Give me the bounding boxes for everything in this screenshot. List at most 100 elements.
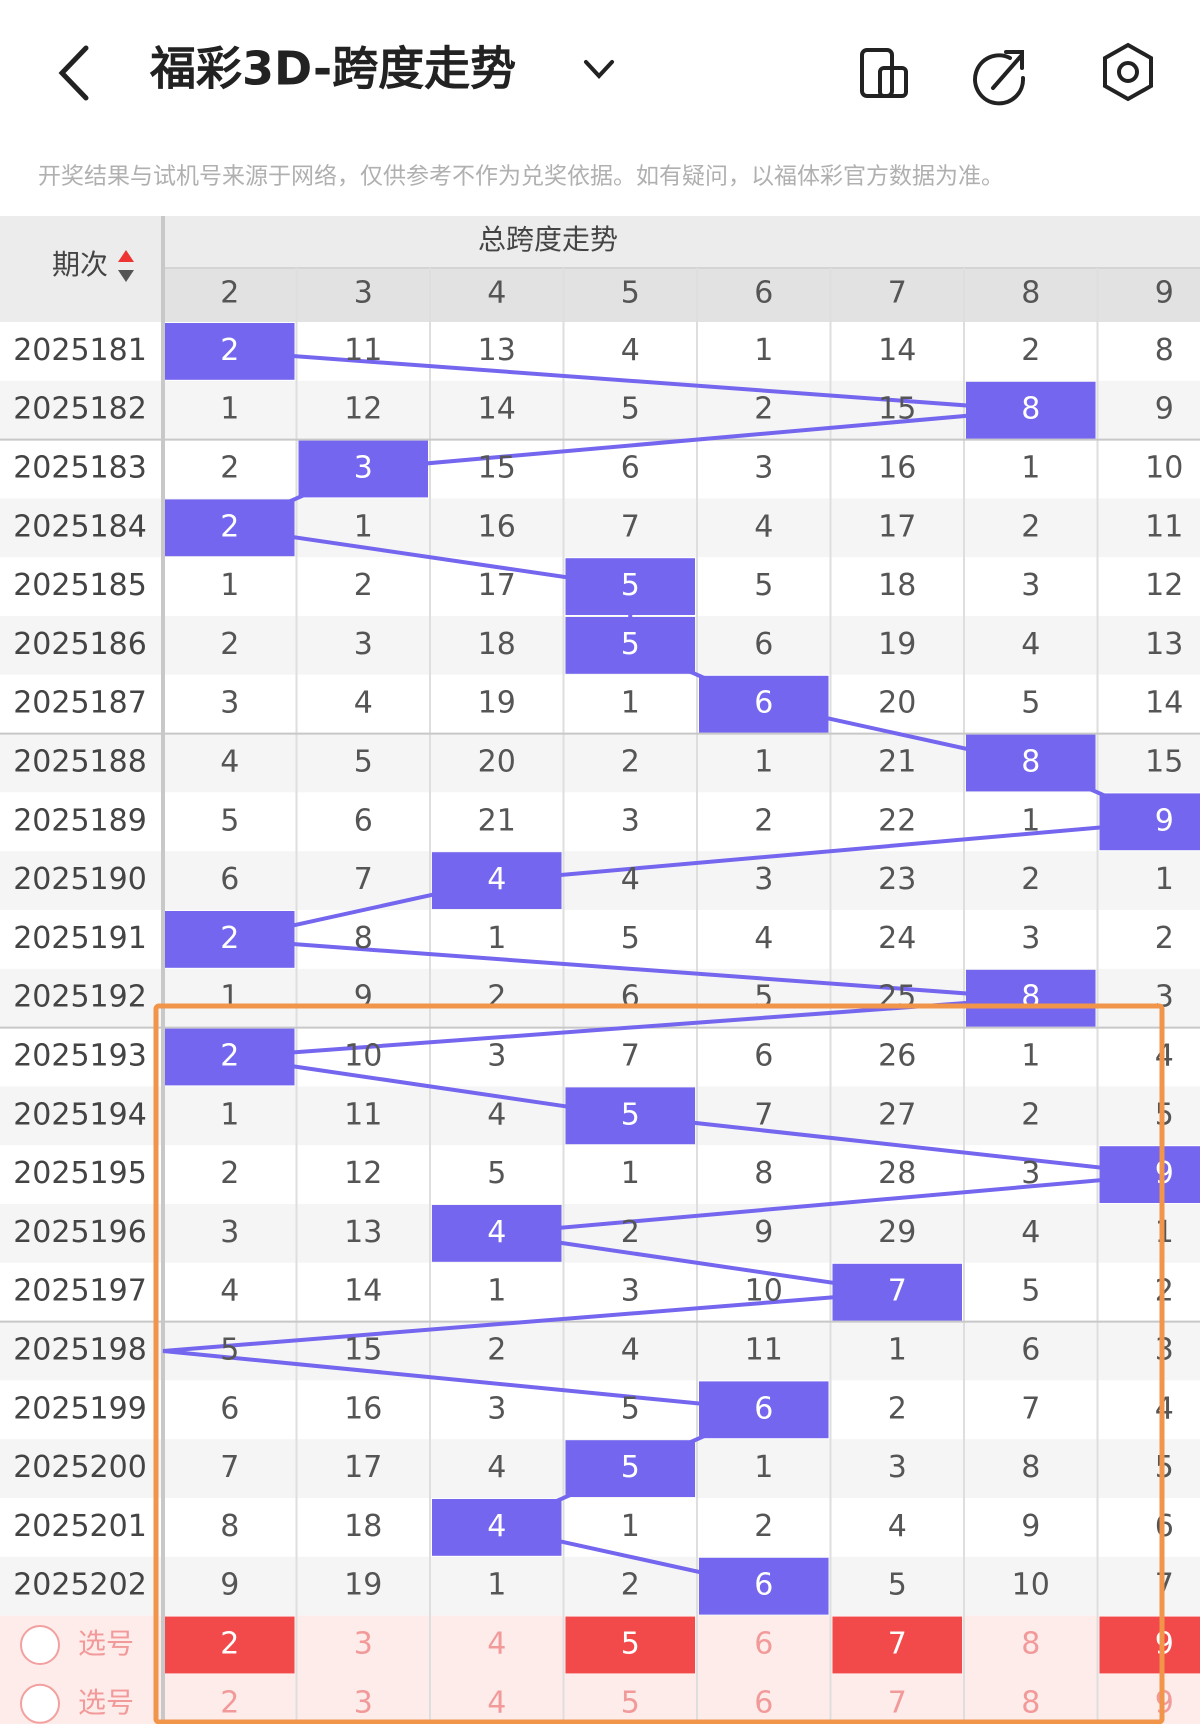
select-cell[interactable]: 7 bbox=[888, 1627, 907, 1662]
select-cell[interactable]: 8 bbox=[1021, 1685, 1040, 1720]
cell: 20 bbox=[878, 686, 916, 721]
cell: 2 bbox=[1155, 921, 1174, 956]
cell: 14 bbox=[1145, 686, 1183, 721]
cell: 2 bbox=[621, 1568, 640, 1603]
select-cell[interactable]: 3 bbox=[354, 1627, 373, 1662]
select-label: 选号 bbox=[78, 1686, 134, 1719]
cell: 2 bbox=[220, 333, 239, 368]
select-cell[interactable]: 5 bbox=[621, 1627, 640, 1662]
cell: 22 bbox=[878, 803, 916, 838]
select-cell[interactable]: 7 bbox=[888, 1685, 907, 1720]
period: 2025202 bbox=[13, 1568, 147, 1603]
row-bg bbox=[0, 851, 1200, 910]
column-header: 3 bbox=[354, 276, 373, 311]
cell: 4 bbox=[621, 1333, 640, 1368]
cell: 8 bbox=[1021, 1450, 1040, 1485]
select-cell[interactable]: 6 bbox=[754, 1685, 773, 1720]
cell: 17 bbox=[478, 568, 516, 603]
cell: 1 bbox=[754, 333, 773, 368]
cell: 5 bbox=[754, 568, 773, 603]
select-row-bg bbox=[0, 1674, 1200, 1724]
cell: 6 bbox=[621, 980, 640, 1015]
row-bg bbox=[0, 675, 1200, 734]
cell: 4 bbox=[754, 921, 773, 956]
cell: 3 bbox=[621, 1274, 640, 1309]
cell: 2 bbox=[754, 1509, 773, 1544]
cell: 4 bbox=[1021, 627, 1040, 662]
cell: 1 bbox=[487, 921, 506, 956]
cell: 2 bbox=[354, 568, 373, 603]
notice: 开奖结果与试机号来源于网络，仅供参考不作为兑奖依据。如有疑问，以福体彩官方数据为… bbox=[38, 164, 1004, 190]
period: 2025192 bbox=[13, 980, 147, 1015]
cell: 3 bbox=[487, 1391, 506, 1426]
select-cell[interactable]: 4 bbox=[487, 1627, 506, 1662]
cell: 2 bbox=[220, 921, 239, 956]
select-cell-filled bbox=[1100, 1617, 1200, 1674]
cell: 3 bbox=[220, 1215, 239, 1250]
cell: 8 bbox=[1021, 745, 1040, 780]
cell: 9 bbox=[354, 980, 373, 1015]
select-cell[interactable]: 2 bbox=[220, 1685, 239, 1720]
cell: 3 bbox=[754, 862, 773, 897]
column-header-bg bbox=[163, 268, 1200, 322]
select-cell[interactable]: 6 bbox=[754, 1627, 773, 1662]
cell: 2 bbox=[1021, 333, 1040, 368]
page-title[interactable]: 福彩3D-跨度走势 bbox=[149, 42, 516, 96]
cell: 5 bbox=[621, 568, 640, 603]
cell: 6 bbox=[1021, 1333, 1040, 1368]
cell: 3 bbox=[621, 803, 640, 838]
cell: 3 bbox=[888, 1450, 907, 1485]
select-cell[interactable]: 4 bbox=[487, 1685, 506, 1720]
cell: 23 bbox=[878, 862, 916, 897]
period: 2025188 bbox=[13, 745, 147, 780]
column-header: 5 bbox=[621, 276, 640, 311]
cell: 5 bbox=[621, 921, 640, 956]
cell: 2 bbox=[487, 1333, 506, 1368]
cell: 2 bbox=[621, 745, 640, 780]
cell: 19 bbox=[878, 627, 916, 662]
cell: 9 bbox=[1021, 1509, 1040, 1544]
period: 2025190 bbox=[13, 862, 147, 897]
cell: 1 bbox=[220, 392, 239, 427]
cell: 14 bbox=[878, 333, 916, 368]
cell: 13 bbox=[1145, 627, 1183, 662]
cell: 8 bbox=[1021, 392, 1040, 427]
row-bg bbox=[0, 1498, 1200, 1557]
cell: 2 bbox=[487, 980, 506, 1015]
column-header: 4 bbox=[487, 276, 506, 311]
cell: 12 bbox=[344, 392, 382, 427]
cell: 5 bbox=[354, 745, 373, 780]
row-bg bbox=[0, 1380, 1200, 1439]
cell: 4 bbox=[220, 745, 239, 780]
row-bg bbox=[0, 792, 1200, 851]
select-cell[interactable]: 8 bbox=[1021, 1627, 1040, 1662]
cell: 6 bbox=[754, 1039, 773, 1074]
select-radio[interactable] bbox=[21, 1685, 59, 1723]
cell: 15 bbox=[1145, 745, 1183, 780]
cell: 1 bbox=[354, 509, 373, 544]
cell: 2 bbox=[220, 509, 239, 544]
cell: 4 bbox=[354, 686, 373, 721]
cell: 28 bbox=[878, 1156, 916, 1191]
period: 2025181 bbox=[13, 333, 147, 368]
select-radio[interactable] bbox=[21, 1626, 59, 1664]
period: 2025199 bbox=[13, 1391, 147, 1426]
cell: 13 bbox=[344, 1215, 382, 1250]
cell: 5 bbox=[621, 392, 640, 427]
cell: 4 bbox=[487, 1097, 506, 1132]
cell: 2 bbox=[1021, 1097, 1040, 1132]
period: 2025182 bbox=[13, 392, 147, 427]
cell: 2 bbox=[888, 1391, 907, 1426]
cell: 17 bbox=[878, 509, 916, 544]
period: 2025200 bbox=[13, 1450, 147, 1485]
select-cell[interactable]: 2 bbox=[220, 1627, 239, 1662]
cell: 5 bbox=[1021, 686, 1040, 721]
cell: 1 bbox=[621, 1509, 640, 1544]
select-cell[interactable]: 3 bbox=[354, 1685, 373, 1720]
cell: 8 bbox=[754, 1156, 773, 1191]
select-cell[interactable]: 5 bbox=[621, 1685, 640, 1720]
period: 2025194 bbox=[13, 1097, 147, 1132]
cell: 18 bbox=[478, 627, 516, 662]
